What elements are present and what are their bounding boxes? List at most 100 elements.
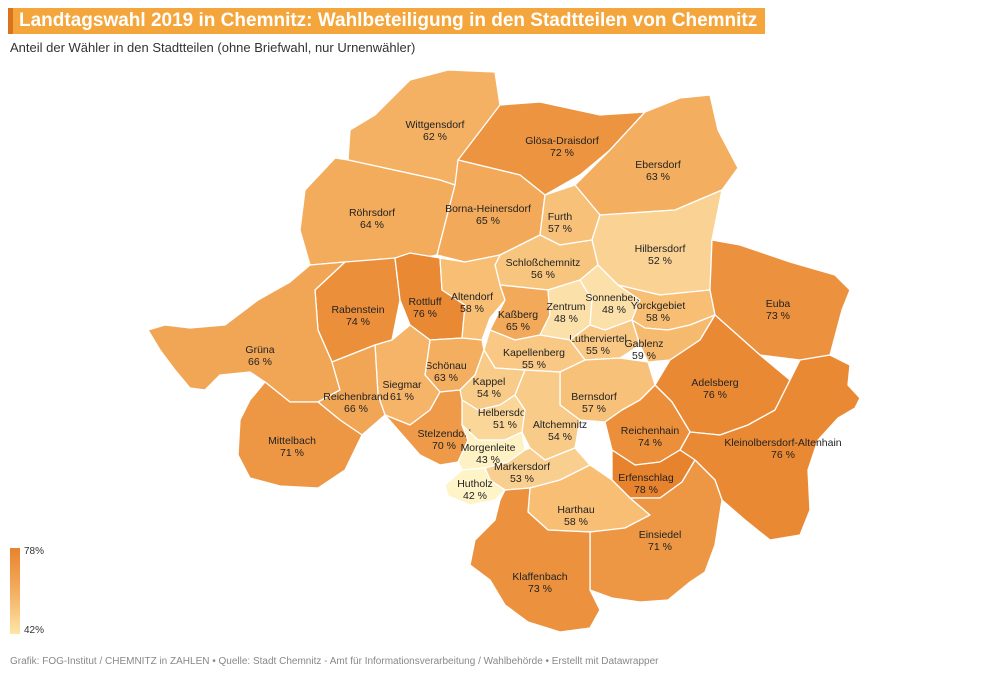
district-value: 58 % [646, 312, 670, 324]
district-gloesa-draisdorf[interactable]: Glösa-Draisdorf 72 % [457, 101, 646, 196]
district-value: 63 % [434, 372, 458, 384]
footer-credits: Grafik: FOG-Institut / CHEMNITZ in ZAHLE… [10, 656, 659, 667]
district-mittelbach[interactable]: Mittelbach 71 % [237, 381, 363, 489]
district-value: 64 % [360, 219, 384, 231]
district-gruena[interactable]: Grüna 66 % [147, 261, 346, 403]
district-value: 72 % [550, 147, 574, 159]
district-value: 55 % [586, 345, 610, 357]
district-adelsberg[interactable]: Adelsberg 76 % [654, 314, 791, 436]
district-value: 56 % [531, 269, 555, 281]
district-value: 66 % [248, 356, 272, 368]
district-name: Mittelbach [268, 435, 316, 447]
district-value: 61 % [390, 391, 414, 403]
district-name: Kleinolbersdorf-Altenhain [724, 437, 841, 449]
district-borna-heinersdorf[interactable]: Borna-Heinersdorf 65 % [436, 159, 546, 263]
district-value: 65 % [476, 215, 500, 227]
legend-max-label: 78% [24, 546, 45, 557]
district-value: 51 % [493, 419, 517, 431]
district-name: Altchemnitz [533, 419, 587, 431]
district-name: Hutholz [457, 478, 493, 490]
district-name: Wittgensdorf [406, 119, 465, 131]
district-name: Glösa-Draisdorf [525, 135, 599, 147]
district-name: Adelsberg [691, 377, 738, 389]
district-value: 73 % [528, 583, 552, 595]
district-harthau[interactable]: Harthau 58 % [527, 464, 651, 533]
district-value: 55 % [522, 359, 546, 371]
title-bar: Landtagswahl 2019 in Chemnitz: Wahlbetei… [8, 8, 766, 34]
district-value: 57 % [582, 403, 606, 415]
legend-color-scale [10, 548, 20, 634]
district-name: Siegmar [382, 379, 422, 391]
district-rottluff[interactable]: Rottluff 76 % [394, 252, 466, 341]
district-value: 71 % [280, 447, 304, 459]
district-name: Zentrum [546, 301, 585, 313]
district-name: Stelzendorf [417, 428, 470, 440]
district-kapellenberg[interactable]: Kapellenberg 55 % [483, 329, 586, 373]
district-value: 54 % [548, 431, 572, 443]
district-stelzendorf[interactable]: Stelzendorf 70 % [384, 389, 471, 466]
choropleth-map: Wittgensdorf 62 % Glösa-Draisdorf 72 % Ebe… [147, 69, 861, 633]
district-morgenleite[interactable]: Morgenleite 43 % [457, 424, 526, 471]
district-reichenbrand[interactable]: Reichenbrand 66 % [317, 344, 389, 436]
district-kleinolbersdorf-altenhain[interactable]: Kleinolbersdorf-Altenhain 76 % [679, 354, 861, 541]
district-altendorf[interactable]: Altendorf 58 % [439, 254, 506, 341]
district-name: Grüna [245, 344, 274, 356]
district-name: Harthau [557, 504, 595, 516]
district-value: 74 % [638, 437, 662, 449]
district-name: Helbersdorf [478, 407, 532, 419]
district-value: 71 % [648, 541, 672, 553]
district-value: 48 % [602, 304, 626, 316]
legend-min-label: 42% [24, 625, 45, 636]
district-value: 66 % [344, 403, 368, 415]
district-value: 57 % [548, 223, 572, 235]
district-name: Euba [766, 298, 791, 310]
district-value: 63 % [646, 171, 670, 183]
district-name: Klaffenbach [512, 571, 567, 583]
district-roehrsdorf[interactable]: Röhrsdorf 64 % [299, 157, 456, 266]
district-hutholz[interactable]: Hutholz 42 % [444, 467, 506, 506]
district-hilbersdorf[interactable]: Hilbersdorf 52 % [591, 189, 723, 296]
district-value: 76 % [703, 389, 727, 401]
district-schoenau[interactable]: Schönau 63 % [424, 337, 485, 393]
district-name: Ebersdorf [635, 159, 681, 171]
district-name: Sonnenberg [585, 292, 642, 304]
district-kassberg[interactable]: Kaßberg 65 % [489, 284, 551, 341]
district-value: 42 % [463, 490, 487, 502]
district-gablenz[interactable]: Gablenz 59 % [624, 314, 716, 363]
district-euba[interactable]: Euba 73 % [709, 239, 851, 361]
district-einsiedel[interactable]: Einsiedel 71 % [589, 459, 723, 603]
district-name: Rabenstein [331, 304, 384, 316]
district-schlosschemnitz[interactable]: Schloßchemnitz 56 % [494, 234, 599, 291]
district-sonnenberg[interactable]: Sonnenberg 48 % [579, 264, 643, 331]
district-name: Markersdorf [494, 461, 550, 473]
district-value: 74 % [346, 316, 370, 328]
district-name: Kapellenberg [503, 347, 565, 359]
district-value: 76 % [413, 308, 437, 320]
district-name: Einsiedel [639, 529, 682, 541]
district-furth[interactable]: Furth 57 % [539, 184, 601, 246]
district-klaffenbach[interactable]: Klaffenbach 73 % [469, 487, 601, 633]
district-reichenhain[interactable]: Reichenhain 74 % [604, 384, 691, 466]
district-kappel[interactable]: Kappel 54 % [459, 349, 526, 411]
district-name: Altendorf [451, 291, 493, 303]
district-value: 73 % [766, 310, 790, 322]
